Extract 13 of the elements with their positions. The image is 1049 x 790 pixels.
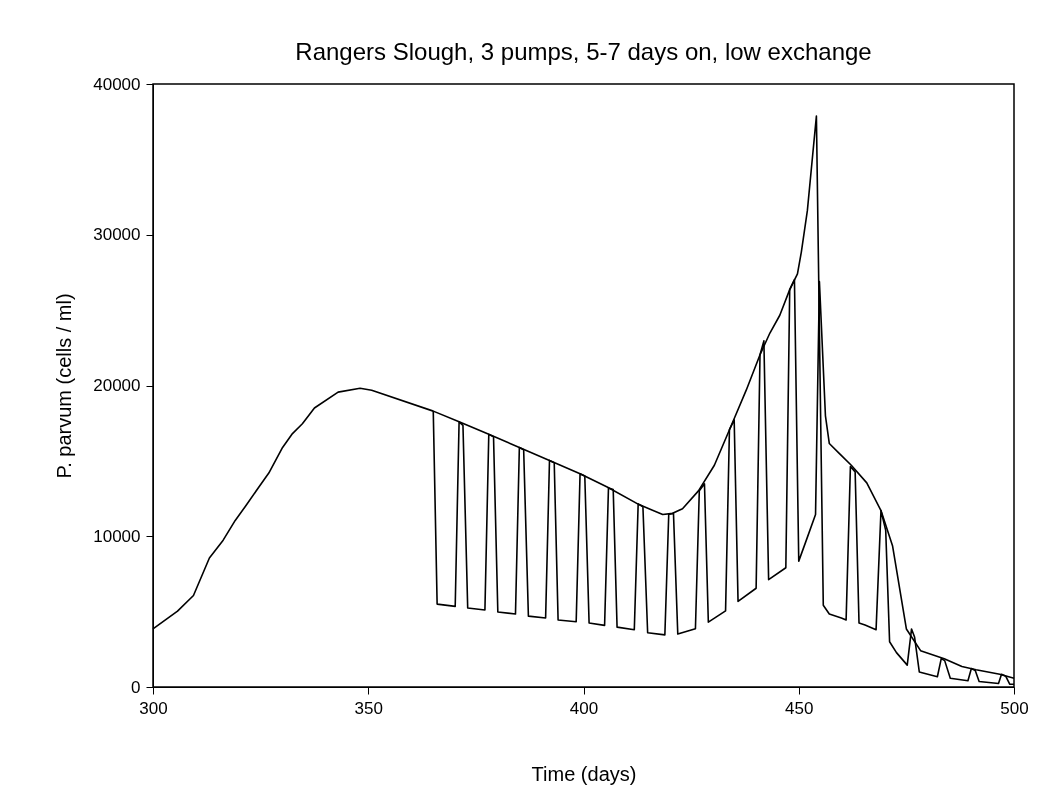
y-tick-label: 0 <box>131 677 141 697</box>
x-tick-label: 400 <box>569 698 599 718</box>
x-tick-label: 300 <box>139 698 168 718</box>
y-axis-title: P. parvum (cells / ml) <box>53 293 76 479</box>
x-tick-label: 450 <box>785 698 814 718</box>
x-tick-label: 500 <box>1000 698 1029 718</box>
y-tick-label: 30000 <box>93 225 141 245</box>
chart-title: Rangers Slough, 3 pumps, 5-7 days on, low exchange <box>295 38 872 65</box>
y-tick-label: 10000 <box>93 526 141 546</box>
y-tick-label: 20000 <box>93 376 141 395</box>
x-axis-title: Time (days) <box>531 762 637 785</box>
y-tick-label: 40000 <box>93 74 141 94</box>
x-tick-label: 350 <box>354 698 383 718</box>
